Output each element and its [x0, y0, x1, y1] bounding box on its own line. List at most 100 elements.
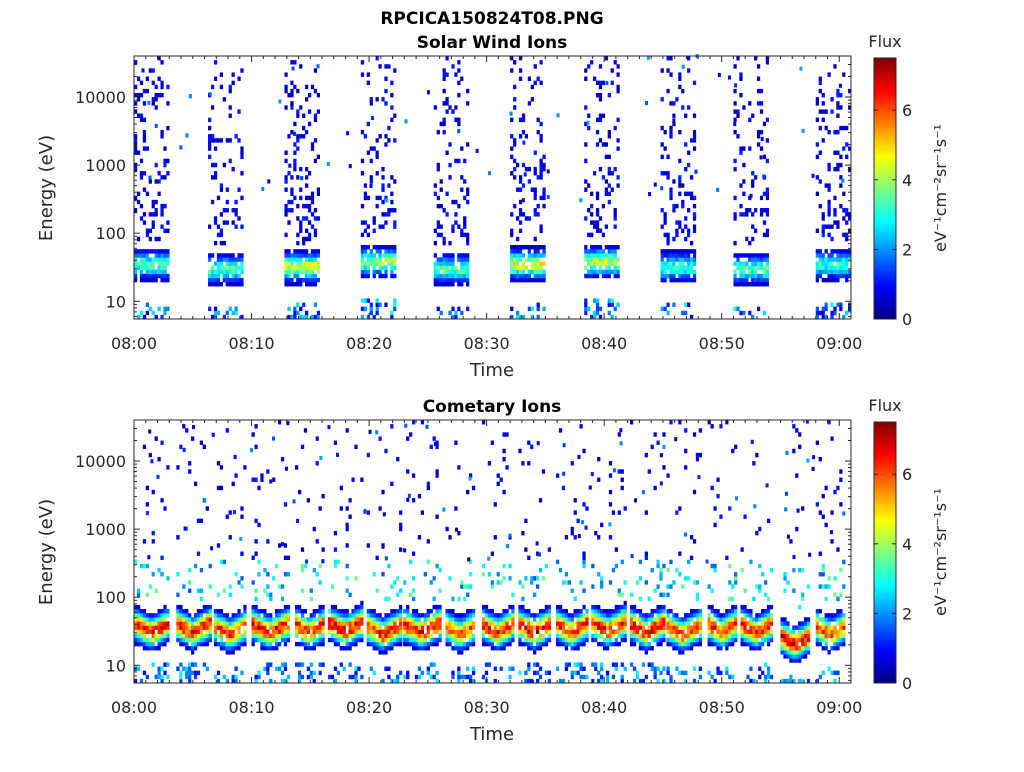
flux-cell — [182, 642, 185, 646]
flux-cell — [783, 625, 786, 629]
flux-cell — [624, 613, 627, 617]
flux-cell — [530, 646, 533, 650]
flux-cell — [370, 621, 373, 625]
flux-cell — [798, 646, 801, 650]
flux-cell — [711, 609, 714, 613]
flux-cell — [155, 237, 158, 241]
flux-cell — [608, 261, 611, 265]
flux-cell — [798, 630, 801, 634]
flux-cell — [593, 249, 596, 253]
flux-cell — [605, 270, 608, 274]
flux-cell — [672, 101, 675, 105]
flux-cell — [260, 638, 263, 642]
flux-cell — [716, 671, 719, 675]
flux-cell — [545, 630, 548, 634]
flux-cell — [767, 638, 770, 642]
flux-cell — [488, 171, 491, 175]
flux-cell — [742, 192, 745, 196]
flux-cell — [263, 609, 266, 613]
flux-cell — [367, 122, 370, 126]
flux-cell — [816, 625, 819, 629]
flux-cell — [525, 257, 528, 261]
flux-cell — [606, 617, 609, 621]
flux-cell — [792, 646, 795, 650]
flux-cell — [708, 584, 711, 588]
flux-cell — [684, 428, 687, 432]
flux-cell — [819, 77, 822, 81]
flux-cell — [206, 642, 209, 646]
flux-cell — [361, 307, 364, 311]
flux-cell — [146, 89, 149, 93]
flux-cell — [612, 510, 615, 514]
flux-cell — [816, 97, 819, 101]
flux-cell — [163, 249, 166, 253]
flux-cell — [469, 642, 472, 646]
flux-cell — [571, 630, 574, 634]
flux-cell — [574, 634, 577, 638]
flux-cell — [311, 274, 314, 278]
flux-cell — [642, 662, 645, 666]
flux-cell — [684, 625, 687, 629]
flux-cell — [314, 233, 317, 237]
flux-cell — [152, 490, 155, 494]
flux-cell — [513, 270, 516, 274]
flux-cell — [536, 630, 539, 634]
flux-cell — [217, 196, 220, 200]
flux-cell — [497, 642, 500, 646]
flux-cell — [200, 625, 203, 629]
flux-cell — [284, 266, 287, 270]
flux-cell — [281, 662, 284, 666]
flux-cell — [722, 617, 725, 621]
flux-cell — [830, 224, 833, 228]
flux-cell — [197, 621, 200, 625]
flux-cell — [226, 650, 229, 654]
flux-cell — [299, 196, 302, 200]
flux-cell — [696, 597, 699, 601]
flux-cell — [390, 642, 393, 646]
flux-cell — [232, 81, 235, 85]
flux-cell — [351, 630, 354, 634]
flux-cell — [807, 617, 810, 621]
flux-cell — [505, 617, 508, 621]
flux-cell — [716, 625, 719, 629]
flux-cell — [687, 621, 690, 625]
flux-cell — [140, 274, 143, 278]
flux-cell — [155, 274, 158, 278]
flux-cell — [140, 261, 143, 265]
flux-cell — [457, 617, 460, 621]
flux-cell — [220, 465, 223, 469]
colorbar-swatch — [874, 102, 896, 105]
flux-cell — [656, 621, 659, 625]
flux-cell — [295, 617, 298, 621]
flux-cell — [435, 671, 438, 675]
flux-cell — [745, 261, 748, 265]
flux-cell — [434, 229, 437, 233]
flux-cell — [351, 617, 354, 621]
flux-cell — [684, 257, 687, 261]
flux-cell — [143, 101, 146, 105]
flux-cell — [836, 114, 839, 118]
flux-cell — [287, 134, 290, 138]
flux-cell — [780, 617, 783, 621]
flux-cell — [786, 654, 789, 658]
flux-cell — [574, 609, 577, 613]
flux-cell — [524, 642, 527, 646]
flux-cell — [301, 564, 304, 568]
flux-cell — [645, 613, 648, 617]
flux-cell — [454, 72, 457, 76]
flux-cell — [457, 307, 460, 311]
flux-cell — [185, 671, 188, 675]
flux-cell — [317, 216, 320, 220]
flux-cell — [240, 151, 243, 155]
flux-cell — [152, 274, 155, 278]
flux-cell — [596, 245, 599, 249]
flux-cell — [494, 625, 497, 629]
flux-cell — [378, 274, 381, 278]
flux-cell — [516, 163, 519, 167]
flux-cell — [185, 428, 188, 432]
flux-cell — [166, 159, 169, 163]
flux-cell — [310, 638, 313, 642]
flux-cell — [311, 253, 314, 257]
flux-cell — [839, 126, 842, 130]
